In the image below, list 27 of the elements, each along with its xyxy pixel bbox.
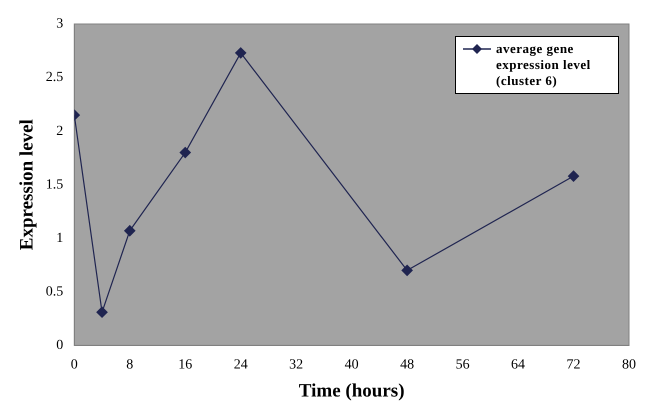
- y-tick-label: 0: [56, 338, 64, 354]
- x-tick-label: 56: [456, 357, 470, 372]
- x-axis-title: Time (hours): [298, 380, 405, 402]
- x-tick-label: 8: [126, 357, 134, 372]
- point: [402, 264, 413, 276]
- point: [180, 146, 191, 158]
- x-tick-label: 64: [511, 357, 526, 372]
- legend-label: average gene expression level (cluster 6): [496, 41, 592, 89]
- point: [568, 170, 580, 182]
- point: [124, 225, 136, 236]
- x-tick-label: 80: [622, 357, 636, 372]
- x-tick-label: 40: [344, 357, 359, 372]
- y-tick-label: 3: [56, 16, 64, 32]
- y-tick-label: 0.5: [46, 284, 64, 300]
- y-tick-label: 2: [56, 124, 64, 139]
- y-tick-label: 1: [56, 230, 64, 246]
- point: [235, 47, 246, 59]
- y-axis-title: Expression level: [16, 119, 38, 250]
- x-tick-label: 32: [289, 357, 304, 372]
- x-tick-label: 0: [70, 357, 78, 372]
- y-tick-label: 2.5: [46, 70, 64, 86]
- x-tick-label: 48: [400, 357, 414, 372]
- x-tick-label: 72: [566, 357, 581, 372]
- y-tick-label: 1.5: [46, 177, 64, 192]
- point: [96, 306, 108, 318]
- x-tick-label: 24: [234, 357, 248, 372]
- x-tick-label: 16: [178, 357, 192, 372]
